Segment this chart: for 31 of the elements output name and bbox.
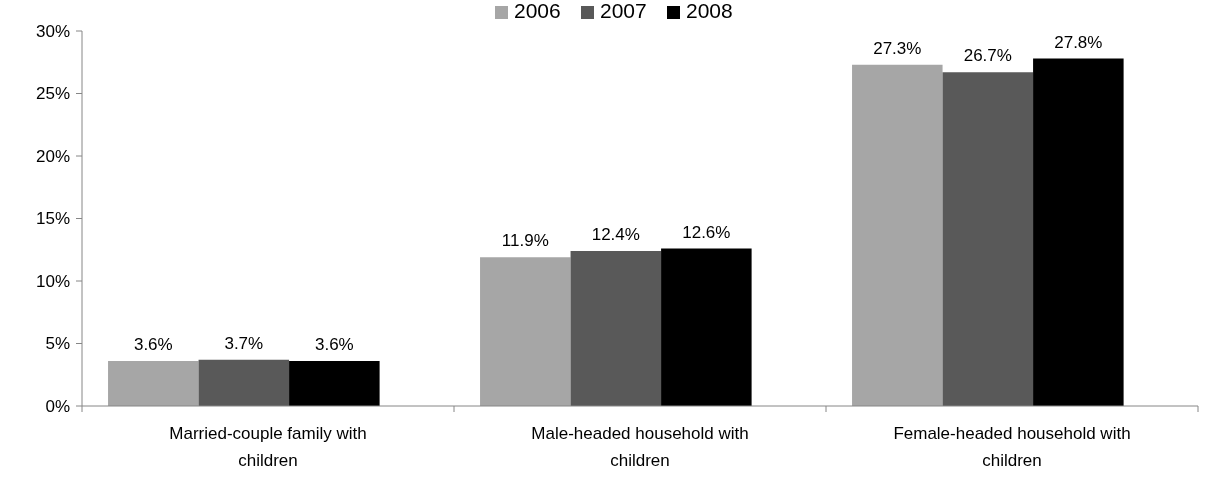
bar [108, 361, 199, 406]
y-tick-label: 5% [45, 334, 70, 354]
bar [1033, 58, 1124, 406]
bar [942, 72, 1034, 406]
data-label: 27.8% [1054, 32, 1103, 52]
legend-label: 2006 [514, 0, 561, 22]
y-tick-label: 15% [35, 209, 70, 229]
y-tick-label: 0% [45, 396, 70, 416]
y-tick-label: 10% [35, 271, 70, 291]
bar [289, 361, 380, 406]
y-tick-label: 20% [35, 146, 70, 166]
bar [852, 64, 943, 406]
bar [661, 248, 752, 406]
data-label: 3.6% [314, 335, 354, 354]
data-label: 3.7% [224, 333, 264, 353]
data-label: 3.6% [133, 335, 173, 354]
data-label: 27.3% [873, 38, 922, 58]
legend-label: 2008 [686, 0, 733, 22]
data-label: 26.7% [963, 46, 1012, 66]
x-tick-label: Female-headed household with children [893, 424, 1131, 470]
bar [198, 359, 290, 406]
data-label: 12.4% [591, 225, 640, 244]
bar [480, 257, 571, 406]
legend-label: 2007 [600, 0, 647, 22]
x-tick-label: Male-headed household with children [531, 424, 749, 470]
data-label: 11.9% [501, 231, 549, 251]
y-tick-label: 30% [35, 21, 70, 41]
data-label: 12.6% [682, 222, 731, 242]
x-tick-label: Married-couple family with children [169, 424, 367, 470]
bar [570, 251, 662, 406]
y-tick-label: 25% [35, 84, 70, 104]
